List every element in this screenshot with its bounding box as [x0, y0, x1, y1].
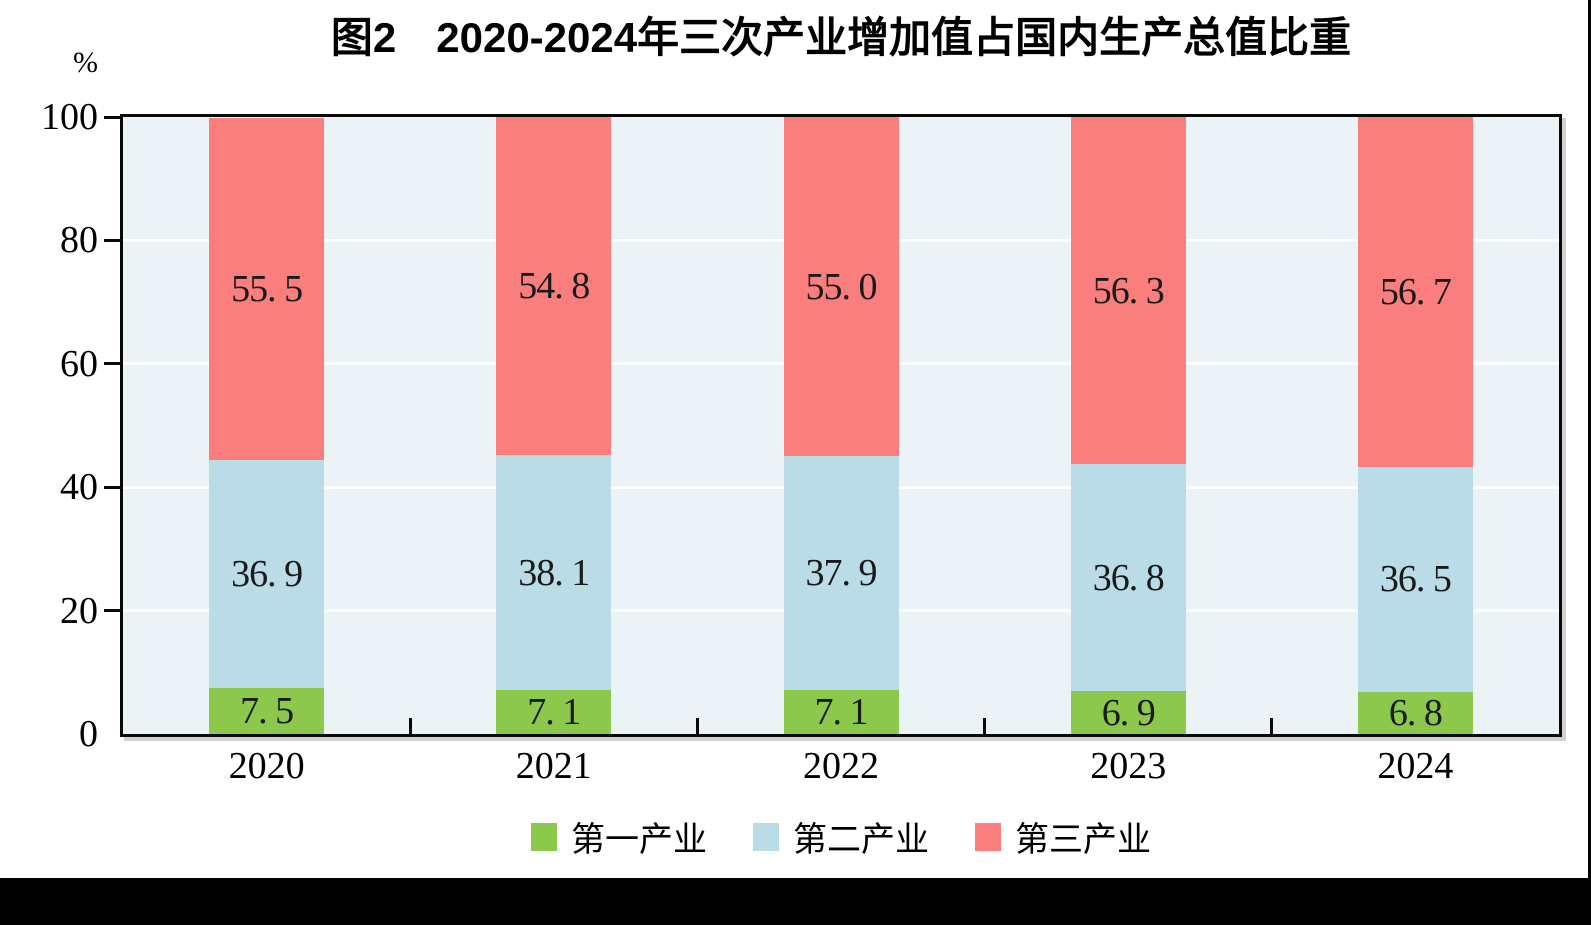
bar-segment: 56. 3	[1070, 117, 1186, 465]
bar-value-label: 56. 7	[1379, 270, 1452, 313]
x-axis-tick	[1270, 718, 1274, 734]
bar-segment: 6. 9	[1070, 691, 1186, 734]
x-axis-category-label: 2021	[515, 745, 592, 787]
bar-segment: 38. 1	[496, 455, 612, 691]
legend-label: 第一产业	[571, 821, 707, 859]
y-axis-tick-label: 40	[60, 466, 98, 509]
bar-segment: 7. 1	[496, 690, 612, 734]
legend-swatch	[975, 822, 1001, 851]
bar-segment: 55. 5	[209, 117, 325, 461]
bar-value-label: 36. 5	[1379, 558, 1452, 601]
x-axis-category-label: 2020	[228, 745, 305, 787]
y-axis-tick-label: 100	[41, 96, 98, 138]
bar-segment: 7. 5	[209, 687, 325, 734]
bar-value-label: 36. 9	[231, 552, 303, 595]
bar-value-label: 54. 8	[518, 265, 590, 308]
bar-segment: 37. 9	[783, 456, 899, 691]
bar-value-label: 38. 1	[518, 551, 590, 594]
bar-value-label: 36. 8	[1092, 556, 1165, 599]
legend-swatch	[531, 822, 557, 851]
x-axis-tick	[408, 718, 412, 734]
plot-area: 7. 5 36. 9 55. 5 7. 1 38. 1 54. 8 7. 1 37. 9 55.…	[120, 114, 1562, 737]
y-axis-tick	[104, 238, 120, 242]
y-axis-tick-label: 80	[60, 219, 98, 262]
bar-group: 7. 5 36. 9 55. 5	[209, 117, 325, 734]
x-axis-category-label: 2022	[803, 745, 879, 787]
bar-value-label: 7. 1	[814, 691, 869, 734]
bar-value-label: 56. 3	[1092, 269, 1165, 312]
bar-group: 7. 1 37. 9 55. 0	[783, 117, 899, 734]
x-axis-tick	[983, 718, 987, 734]
bar-segment: 56. 7	[1357, 117, 1473, 467]
legend-label: 第二产业	[793, 821, 929, 859]
bar-group: 6. 8 36. 5 56. 7	[1357, 117, 1473, 735]
legend-swatch	[753, 822, 779, 851]
legend-item: 第一产业	[531, 812, 707, 861]
chart-title-text: 2020-2024年三次产业增加值占国内生产总值比重	[436, 14, 1352, 61]
legend-item: 第三产业	[975, 812, 1151, 861]
x-axis-tick	[695, 718, 699, 734]
bar-value-label: 37. 9	[805, 552, 878, 595]
bar-segment: 36. 9	[209, 460, 325, 688]
x-axis-category-label: 2023	[1090, 745, 1167, 787]
bar-value-label: 55. 5	[231, 267, 303, 310]
y-axis-tick	[104, 485, 120, 489]
y-axis-unit-label: %	[73, 46, 98, 79]
bar-segment: 36. 5	[1357, 466, 1473, 693]
legend-label: 第三产业	[1015, 821, 1151, 859]
y-axis-tick	[104, 362, 120, 366]
y-axis-tick-label: 60	[60, 342, 98, 385]
legend-item: 第二产业	[753, 812, 929, 861]
letterbox-bottom-bar	[0, 878, 1591, 925]
bar-segment: 55. 0	[783, 117, 899, 457]
bar-segment: 54. 8	[496, 117, 612, 456]
bar-value-label: 6. 8	[1388, 692, 1443, 735]
x-axis-category-label: 2024	[1377, 745, 1454, 787]
y-axis-tick	[104, 609, 120, 613]
y-axis-tick-label: 0	[79, 713, 98, 755]
bar-segment: 6. 8	[1357, 692, 1473, 735]
chart-title: 图2 2020-2024年三次产业增加值占国内生产总值比重	[120, 4, 1562, 65]
bar-value-label: 55. 0	[805, 265, 878, 308]
screen-edge-right-bar	[1588, 0, 1591, 925]
bar-value-label: 7. 5	[240, 689, 294, 732]
y-axis-tick-label: 20	[60, 589, 98, 632]
y-axis-tick	[104, 115, 120, 119]
bar-value-label: 7. 1	[527, 691, 581, 734]
legend: 第一产业 第二产业 第三产业	[120, 812, 1562, 861]
bar-value-label: 6. 9	[1101, 691, 1156, 734]
bar-segment: 7. 1	[783, 690, 899, 734]
bar-group: 7. 1 38. 1 54. 8	[496, 117, 612, 734]
figure-label: 图2	[330, 14, 397, 61]
bar-group: 6. 9 36. 8 56. 3	[1070, 117, 1186, 734]
bar-segment: 36. 8	[1070, 464, 1186, 692]
